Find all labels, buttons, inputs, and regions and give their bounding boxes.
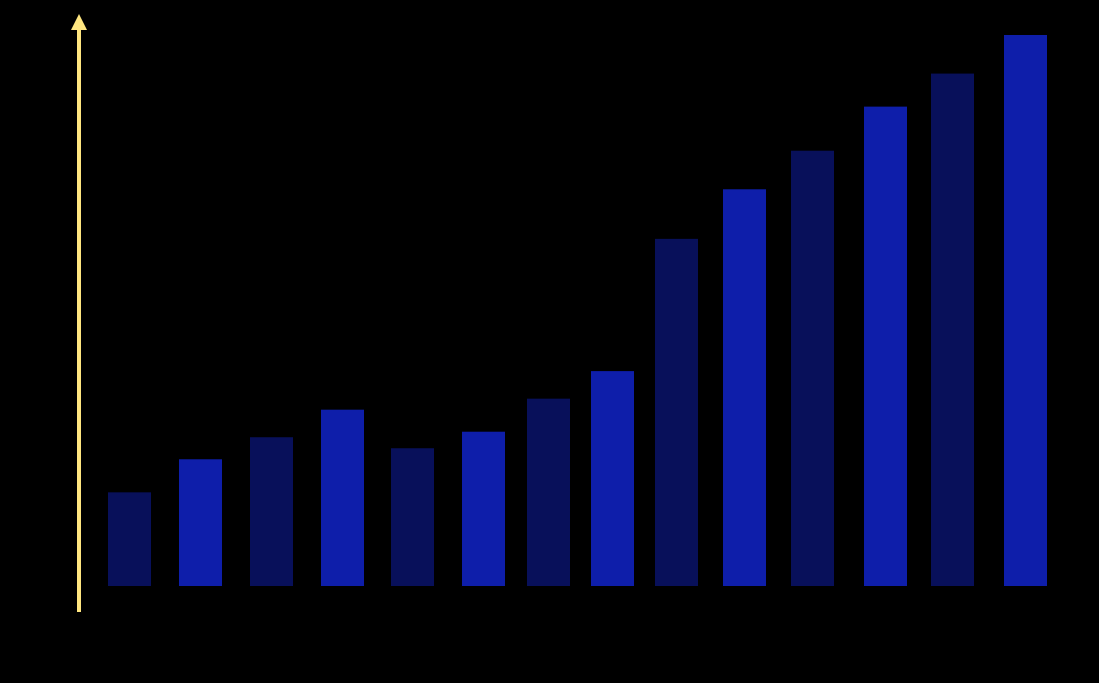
bars-group <box>108 35 1047 586</box>
bar-8 <box>591 371 634 586</box>
bar-10 <box>723 189 766 586</box>
bar-11 <box>791 150 834 586</box>
bar-2 <box>179 459 222 586</box>
y-axis-arrow-icon <box>71 14 87 30</box>
bar-3 <box>250 437 293 586</box>
bar-6 <box>462 431 505 586</box>
bar-12 <box>864 106 907 586</box>
bar-14 <box>1004 35 1047 586</box>
bar-1 <box>108 492 151 586</box>
bar-4 <box>321 409 364 586</box>
bar-5 <box>391 448 434 586</box>
bar-13 <box>931 73 974 586</box>
bar-9 <box>655 238 698 586</box>
bar-7 <box>527 398 570 586</box>
